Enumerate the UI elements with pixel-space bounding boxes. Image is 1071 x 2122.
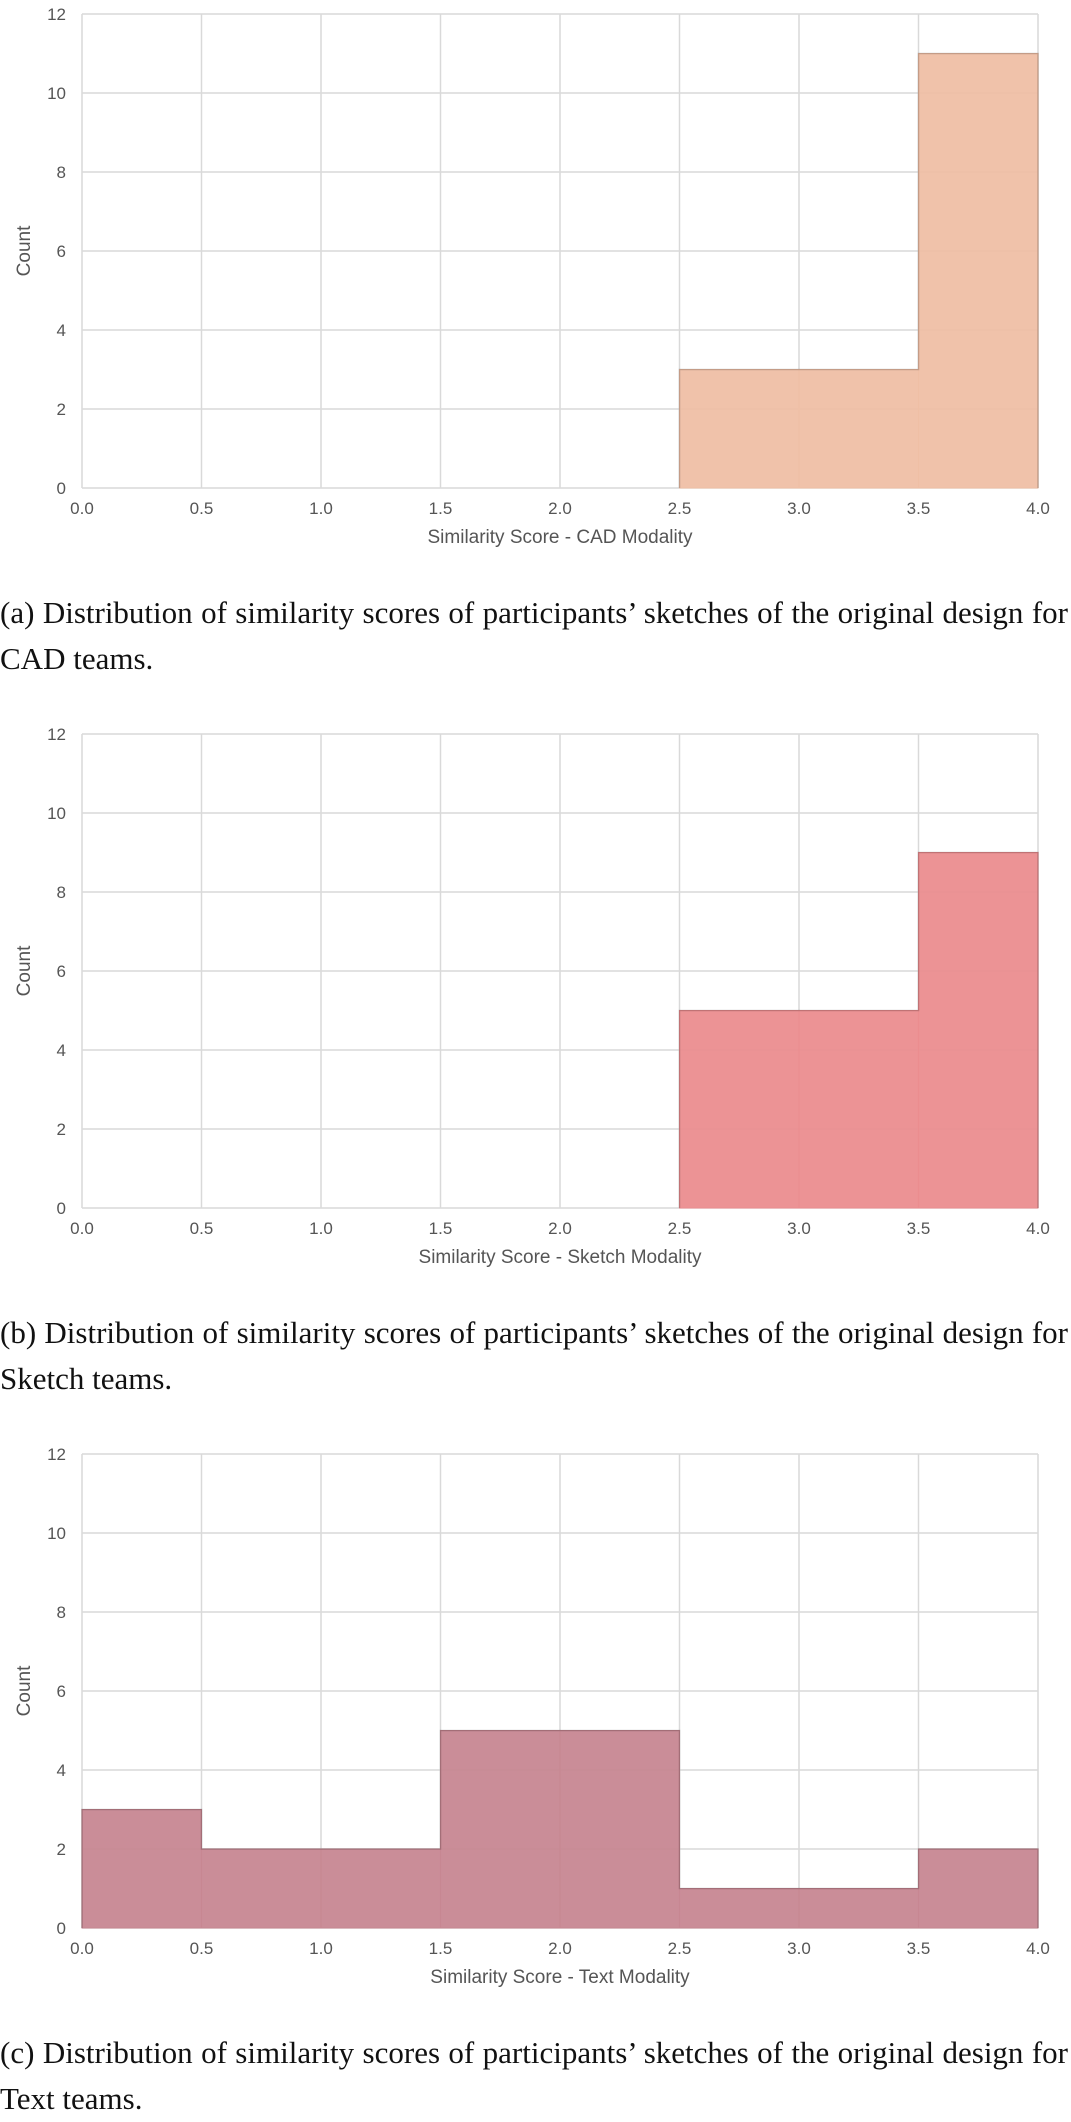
histogram-bar (918, 1848, 1039, 1929)
y-tick-label: 0 (57, 479, 66, 498)
y-tick-label: 12 (47, 5, 66, 24)
y-tick-label: 12 (47, 1445, 66, 1464)
y-tick-label: 0 (57, 1199, 66, 1218)
figure-panel-sketch: 0.0 0.5 1.0 1.5 2.0 2.5 3.0 3.5 4.0 0 2 4 6 8 10 12 Simi… (0, 720, 1071, 1435)
x-tick-label: 1.0 (309, 1939, 333, 1958)
y-axis-label: Count (14, 225, 35, 276)
histogram-bar (679, 1888, 800, 1929)
x-tick-label: 2.5 (668, 499, 692, 518)
histogram-bar (798, 369, 919, 489)
x-tick-label: 0.5 (190, 1939, 214, 1958)
x-tick-label: 4.0 (1026, 1939, 1050, 1958)
y-tick-label: 2 (57, 1840, 66, 1859)
histogram-bar (559, 1730, 680, 1929)
caption-cad: (a) Distribution of similarity scores of… (0, 595, 1068, 676)
histogram-bar (201, 1848, 322, 1929)
figure-panel-text: 0.0 0.5 1.0 1.5 2.0 2.5 3.0 3.5 4.0 0 2 4 6 8 10 12 Simi… (0, 1440, 1071, 2117)
x-tick-label: 2.0 (548, 499, 572, 518)
x-tick-label: 3.0 (787, 499, 811, 518)
x-tick-label: 3.5 (907, 499, 931, 518)
y-tick-label: 6 (57, 1682, 66, 1701)
x-tick-label: 1.5 (429, 499, 453, 518)
x-tick-label: 0.0 (70, 499, 94, 518)
histogram-outline (678, 851, 1039, 1208)
y-tick-label: 6 (57, 242, 66, 261)
x-axis-label: Similarity Score - Sketch Modality (419, 1247, 702, 1268)
x-tick-label: 2.5 (668, 1939, 692, 1958)
histogram-bar (918, 852, 1039, 1209)
x-tick-label: 1.5 (429, 1219, 453, 1238)
x-tick-label: 4.0 (1026, 1219, 1050, 1238)
histogram-bar (679, 1010, 800, 1209)
histogram-sketch: 0.0 0.5 1.0 1.5 2.0 2.5 3.0 3.5 4.0 0 2 4 6 8 10 12 Simi… (14, 725, 1050, 1268)
histogram-bar (798, 1888, 919, 1929)
x-tick-label: 3.5 (907, 1939, 931, 1958)
histogram-outline (678, 52, 1039, 488)
y-tick-label: 12 (47, 725, 66, 744)
histogram-cad: 0.0 0.5 1.0 1.5 2.0 2.5 3.0 3.5 4.0 0 2 4 6 8 10 12 Simi… (14, 5, 1050, 548)
histogram-bar (679, 369, 800, 489)
y-tick-label: 6 (57, 962, 66, 981)
y-tick-label: 8 (57, 163, 66, 182)
histogram-bar (320, 1848, 441, 1929)
x-tick-label: 1.5 (429, 1939, 453, 1958)
x-tick-label: 4.0 (1026, 499, 1050, 518)
x-tick-label: 2.0 (548, 1219, 572, 1238)
histogram-bar (798, 1010, 919, 1209)
caption-text: (c) Distribution of similarity scores of… (0, 2035, 1068, 2116)
x-axis-label: Similarity Score - CAD Modality (428, 527, 693, 548)
x-axis-label: Similarity Score - Text Modality (430, 1967, 690, 1988)
y-tick-label: 8 (57, 1603, 66, 1622)
y-tick-label: 10 (47, 804, 66, 823)
histogram-outline (81, 1729, 1039, 1928)
x-tick-label: 3.0 (787, 1219, 811, 1238)
x-tick-label: 0.0 (70, 1939, 94, 1958)
figure-panel-cad: 0.0 0.5 1.0 1.5 2.0 2.5 3.0 3.5 4.0 0 2 4 6 8 10 12 Simi… (0, 0, 1071, 715)
histogram-bar (440, 1730, 561, 1929)
x-tick-label: 0.5 (190, 499, 214, 518)
histogram-bar (918, 53, 1039, 489)
histogram-text: 0.0 0.5 1.0 1.5 2.0 2.5 3.0 3.5 4.0 0 2 4 6 8 10 12 Simi… (14, 1445, 1050, 1988)
y-tick-label: 8 (57, 883, 66, 902)
x-tick-label: 1.0 (309, 1219, 333, 1238)
x-tick-label: 0.0 (70, 1219, 94, 1238)
y-tick-label: 2 (57, 400, 66, 419)
y-tick-label: 4 (57, 321, 66, 340)
y-axis-label: Count (14, 1665, 35, 1716)
y-tick-label: 10 (47, 1524, 66, 1543)
y-tick-label: 4 (57, 1041, 66, 1060)
y-tick-label: 0 (57, 1919, 66, 1938)
x-tick-label: 0.5 (190, 1219, 214, 1238)
x-tick-label: 2.0 (548, 1939, 572, 1958)
histogram-bar (81, 1809, 202, 1929)
x-tick-label: 1.0 (309, 499, 333, 518)
y-axis-label: Count (14, 945, 35, 996)
x-tick-label: 2.5 (668, 1219, 692, 1238)
y-tick-label: 4 (57, 1761, 66, 1780)
caption-sketch: (b) Distribution of similarity scores of… (0, 1315, 1068, 1396)
y-tick-label: 10 (47, 84, 66, 103)
y-tick-label: 2 (57, 1120, 66, 1139)
x-tick-label: 3.0 (787, 1939, 811, 1958)
x-tick-label: 3.5 (907, 1219, 931, 1238)
